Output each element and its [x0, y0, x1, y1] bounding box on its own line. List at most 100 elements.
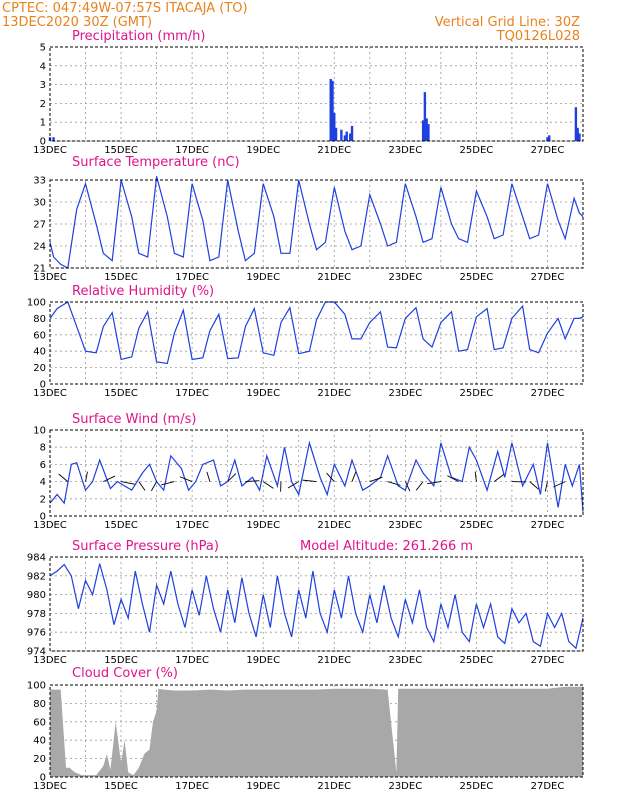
y-tick-label: 20 [33, 363, 46, 374]
wind-arrow [369, 476, 383, 483]
x-tick-label: 15DEC [104, 781, 138, 792]
y-tick-label: 2 [40, 494, 46, 505]
y-tick-label: 3 [40, 80, 46, 91]
precip-bar [331, 80, 334, 141]
wind-arrow [138, 481, 146, 491]
wind-arrow [387, 481, 401, 486]
y-tick-label: 984 [27, 553, 46, 564]
wind-arrow [326, 472, 335, 482]
panel-title: Surface Temperature (nC) [72, 155, 240, 170]
x-tick-label: 15DEC [104, 272, 138, 283]
x-tick-label: 13DEC [33, 272, 67, 283]
x-tick-label: 13DEC [33, 520, 67, 531]
y-tick-label: 33 [33, 176, 46, 187]
y-tick-label: 80 [33, 314, 46, 325]
series-line [49, 440, 584, 512]
wind-arrow [474, 471, 477, 482]
precip-bar [578, 133, 581, 141]
panel-title: Cloud Cover (%) [72, 666, 178, 681]
wind-arrow [404, 481, 411, 492]
x-tick-label: 13DEC [33, 388, 67, 399]
precip-bar [574, 107, 578, 141]
wind-arrow [85, 471, 88, 482]
y-tick-label: 4 [40, 477, 46, 488]
y-tick-label: 21 [33, 264, 46, 275]
wind-arrow [150, 481, 157, 492]
wind-arrow [206, 471, 211, 482]
panel-title: Surface Pressure (hPa) [72, 539, 219, 554]
header-grid-line: Vertical Grid Line: 30Z [435, 15, 580, 30]
x-tick-label: 19DEC [246, 272, 280, 283]
y-tick-label: 0 [40, 380, 46, 391]
x-tick-label: 25DEC [460, 655, 494, 666]
x-tick-label: 15DEC [104, 655, 138, 666]
x-tick-label: 27DEC [531, 520, 565, 531]
header-location: CPTEC: 047:49W-07:57S ITACAJA (TO) [2, 1, 248, 16]
y-tick-label: 40 [33, 347, 46, 358]
precip-bar [546, 137, 549, 141]
wind-arrow [287, 481, 299, 489]
wind-arrow [427, 481, 441, 485]
y-tick-label: 980 [27, 590, 46, 601]
x-tick-label: 17DEC [175, 388, 209, 399]
x-tick-label: 25DEC [460, 388, 494, 399]
x-tick-label: 25DEC [460, 520, 494, 531]
x-tick-label: 15DEC [104, 520, 138, 531]
y-tick-label: 976 [27, 628, 46, 639]
wind-arrow [447, 475, 459, 482]
x-tick-label: 19DEC [246, 145, 280, 156]
y-tick-label: 10 [33, 426, 46, 437]
y-tick-label: 5 [40, 43, 46, 54]
y-tick-label: 978 [27, 609, 46, 620]
y-tick-label: 80 [33, 699, 46, 710]
y-tick-label: 27 [33, 220, 46, 231]
panel-3: 0 2 4 6 8 10 13DEC 15DEC 17DEC 19DEC 21DEC 23DEC 25D… [33, 412, 584, 531]
wind-arrow [529, 481, 539, 490]
panels: 0 1 2 3 4 5 13DEC 15DEC 17DEC 19DEC 21DEC 23DEC 25DE… [27, 29, 584, 792]
wind-arrow [302, 479, 317, 483]
x-tick-label: 13DEC [33, 781, 67, 792]
precip-bar [576, 127, 579, 141]
panel-title: Surface Wind (m/s) [72, 412, 196, 427]
wind-arrow [415, 481, 424, 491]
wind-arrow [553, 481, 566, 488]
x-tick-label: 23DEC [388, 520, 422, 531]
x-tick-label: 21DEC [317, 272, 351, 283]
panel-1: 21 24 27 30 33 13DEC 15DEC 17DEC 19DEC 21DEC 23DEC… [33, 155, 584, 283]
precip-bar [333, 112, 336, 141]
panel-annotation: Model Altitude: 261.266 m [300, 539, 473, 554]
y-tick-label: 20 [33, 754, 46, 765]
y-tick-label: 1 [40, 118, 46, 129]
wind-arrow [351, 471, 357, 482]
wind-arrow [245, 480, 260, 483]
y-tick-label: 100 [27, 681, 46, 692]
series-line [49, 563, 584, 650]
x-tick-label: 21DEC [317, 388, 351, 399]
x-tick-label: 23DEC [388, 655, 422, 666]
y-tick-label: 0 [40, 773, 46, 784]
precip-bar [548, 135, 551, 141]
header-datetime: 13DEC2020 30Z (GMT) [2, 15, 152, 30]
wind-arrow [161, 481, 175, 486]
precip-bar [421, 120, 425, 141]
x-tick-label: 15DEC [104, 388, 138, 399]
y-tick-label: 24 [33, 242, 46, 253]
panel-title: Relative Humidity (%) [72, 284, 214, 299]
wind-arrow [103, 475, 116, 483]
x-tick-label: 25DEC [460, 781, 494, 792]
x-tick-label: 27DEC [531, 145, 565, 156]
x-tick-label: 19DEC [246, 520, 280, 531]
precip-bar [345, 131, 348, 141]
x-tick-label: 25DEC [460, 272, 494, 283]
precip-bar [350, 125, 354, 141]
precip-bar [334, 127, 338, 141]
x-tick-label: 25DEC [460, 145, 494, 156]
panel-frame [49, 179, 584, 269]
series-line [49, 301, 584, 365]
y-tick-label: 30 [33, 198, 46, 209]
panel-5: 0 20 40 60 80 100 13DEC 15DEC 17DEC 19DEC 21DEC 23D… [27, 666, 584, 792]
x-tick-label: 17DEC [175, 145, 209, 156]
x-tick-label: 19DEC [246, 655, 280, 666]
x-tick-label: 17DEC [175, 655, 209, 666]
